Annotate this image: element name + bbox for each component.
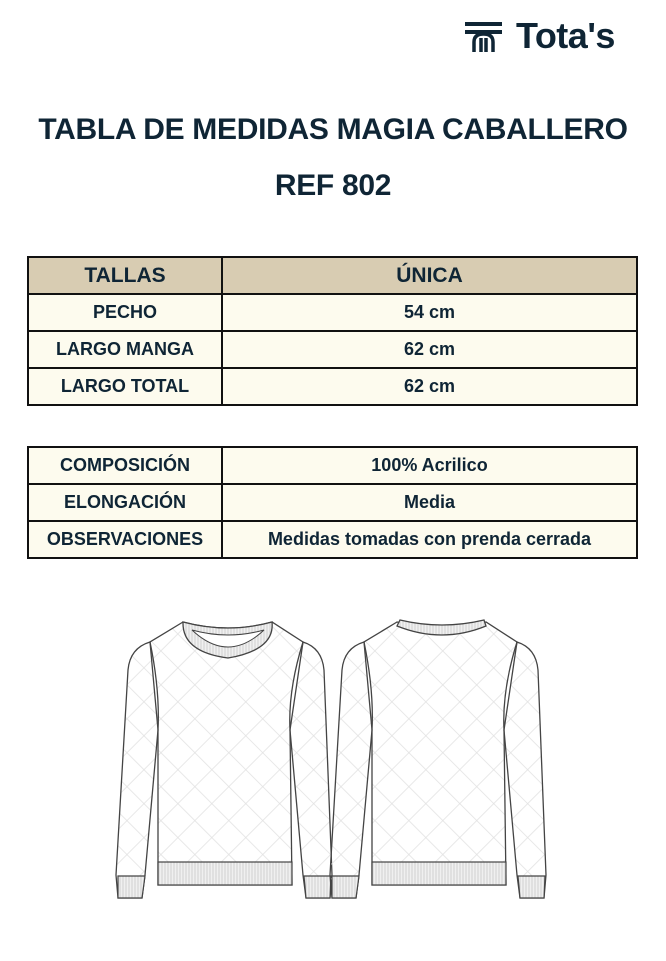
title-line-1: TABLA DE MEDIDAS MAGIA CABALLERO xyxy=(38,113,628,146)
row-value: 62 cm xyxy=(221,367,638,406)
table-header-row: TALLAS ÚNICA xyxy=(27,256,638,295)
row-label: LARGO TOTAL xyxy=(27,367,223,406)
table-row: PECHO 54 cm xyxy=(27,293,638,332)
sweater-front xyxy=(115,621,333,899)
table-row: OBSERVACIONES Medidas tomadas con prenda… xyxy=(27,520,638,559)
header-cell: TALLAS xyxy=(27,256,223,295)
table-row: COMPOSICIÓN 100% Acrilico xyxy=(27,446,638,485)
table-row: LARGO TOTAL 62 cm xyxy=(27,367,638,406)
row-value: Media xyxy=(221,483,638,522)
size-table: TALLAS ÚNICA PECHO 54 cm LARGO MANGA 62 … xyxy=(27,256,638,406)
tota-t-logo-icon xyxy=(465,22,502,52)
title-line-2: REF 802 xyxy=(274,169,392,202)
page-title: TABLA DE MEDIDAS MAGIA CABALLERO xyxy=(20,112,646,148)
brand-name: Tota's xyxy=(516,15,615,56)
row-value: 54 cm xyxy=(221,293,638,332)
header-cell: ÚNICA xyxy=(221,256,638,295)
table-row: ELONGACIÓN Media xyxy=(27,483,638,522)
row-label: OBSERVACIONES xyxy=(27,520,223,559)
table-row: LARGO MANGA 62 cm xyxy=(27,330,638,369)
row-label: PECHO xyxy=(27,293,223,332)
sweater-back xyxy=(329,619,547,899)
info-table: COMPOSICIÓN 100% Acrilico ELONGACIÓN Med… xyxy=(27,446,638,559)
row-label: COMPOSICIÓN xyxy=(27,446,223,485)
brand-logo: Tota's xyxy=(464,18,615,54)
page-subtitle: REF 802 xyxy=(20,168,646,204)
sweater-illustrations xyxy=(115,619,547,899)
row-value: 100% Acrilico xyxy=(221,446,638,485)
row-label: ELONGACIÓN xyxy=(27,483,223,522)
row-value: 62 cm xyxy=(221,330,638,369)
row-value: Medidas tomadas con prenda cerrada xyxy=(221,520,638,559)
row-label: LARGO MANGA xyxy=(27,330,223,369)
